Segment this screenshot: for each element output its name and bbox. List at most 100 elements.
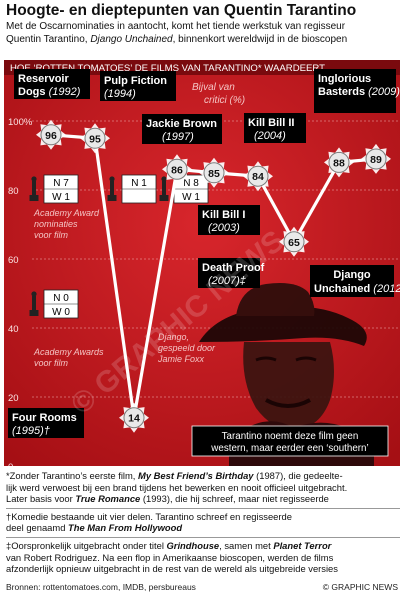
intro-line2-post: , binnenkort wereldwijd in de bioscopen xyxy=(172,33,348,45)
fn3-d: Planet Terror xyxy=(273,539,332,551)
oscar-nominations: N 8 xyxy=(183,178,199,189)
film-name: Inglorious xyxy=(318,73,371,85)
chart-svg: HOE ‘ROTTEN TOMATOES’ DE FILMS VAN TARAN… xyxy=(4,60,400,466)
intro-text: Met de Oscarnominaties in aantocht, komt… xyxy=(6,21,400,46)
django-caption-1: Django, xyxy=(158,332,189,342)
django-illustration xyxy=(199,283,374,466)
film-name: Kill Bill II xyxy=(248,117,294,129)
data-label: 14 xyxy=(128,413,140,425)
data-point xyxy=(123,407,145,429)
django-caption-3: Jamie Foxx xyxy=(157,354,205,364)
intro-line2-pre: Quentin Tarantino, xyxy=(6,33,91,45)
film-name-2: Dogs (1992) xyxy=(18,86,81,98)
chart-panel: HOE ‘ROTTEN TOMATOES’ DE FILMS VAN TARAN… xyxy=(4,60,400,466)
film-label-box xyxy=(142,114,222,144)
oscar-statuette-icon xyxy=(29,291,39,316)
django-caption-2: gespeeld door xyxy=(158,343,216,353)
y-tick-label: 60 xyxy=(8,255,19,266)
data-points: 96 95 14 86 85 84 65 88 89 xyxy=(36,119,391,433)
oscar-statuette-icon xyxy=(107,176,117,201)
nominations-caption-2: nominaties xyxy=(34,219,78,229)
oscar-statuette-icon xyxy=(29,176,39,201)
film-year: (2012) xyxy=(373,283,400,295)
data-point xyxy=(328,151,350,173)
film-year: (2004) xyxy=(254,130,286,142)
y-ticks: 0 20 40 60 80 100% xyxy=(8,117,33,466)
film-label-box xyxy=(100,71,176,101)
quote-line1: Tarantino noemt deze film geen xyxy=(222,431,359,442)
film-name-2: Basterds (2009) xyxy=(318,86,400,98)
fn2-b: deel genaamd xyxy=(6,522,69,534)
film-name: Death Proof xyxy=(202,262,265,274)
y-axis-label-line1: Bijval van xyxy=(192,82,235,93)
fn1-a: *Zonder Tarantino’s eerste film, xyxy=(6,470,139,481)
divider xyxy=(6,536,400,538)
footnote-2: †Komedie bestaande uit vier delen. Taran… xyxy=(6,511,400,534)
film-year: (1994) xyxy=(104,88,136,100)
film-label-box xyxy=(198,205,260,235)
film-year: (1992) xyxy=(49,86,81,98)
data-label: 95 xyxy=(89,133,101,145)
data-point xyxy=(40,124,62,146)
oscar-nominations: N 1 xyxy=(131,178,147,189)
film-year: (2007)‡ xyxy=(208,275,246,287)
data-point xyxy=(84,127,106,149)
film-label-box xyxy=(8,408,84,438)
film-label-box xyxy=(198,258,260,288)
oscar-wins: W 1 xyxy=(52,192,70,203)
data-point xyxy=(203,162,225,184)
fn1-e: True Romance xyxy=(75,493,141,505)
footnote-1: *Zonder Tarantino’s eerste film, My Best… xyxy=(6,470,400,505)
data-point xyxy=(365,148,387,170)
credit: © GRAPHIC NEWS xyxy=(322,582,398,592)
film-name: Four Rooms xyxy=(12,412,77,424)
film-year: (2003) xyxy=(208,222,240,234)
data-label: 85 xyxy=(208,168,220,180)
y-tick-label: 20 xyxy=(8,393,19,404)
page-title: Hoogte- en dieptepunten van Quentin Tara… xyxy=(6,2,357,19)
film-name: Jackie Brown xyxy=(146,118,217,130)
sources: Bronnen: rottentomatoes.com, IMDB, persb… xyxy=(6,582,196,592)
film-name: Pulp Fiction xyxy=(104,75,167,87)
data-point xyxy=(283,231,305,253)
data-label: 84 xyxy=(252,171,264,183)
film-name: Reservoir xyxy=(18,73,69,85)
film-name: Kill Bill I xyxy=(202,209,245,221)
quote-line2: western, maar eerder een ‘southern’ xyxy=(210,443,368,454)
fn1-b: My Best Friend’s Birthday xyxy=(138,470,254,481)
fn1-c: (1987), die gedeelte- xyxy=(253,470,343,481)
oscar-markers: N 7 W 1 N 1 N 8 W 1 N 0 W 0 xyxy=(29,174,209,319)
data-label: 86 xyxy=(171,164,183,176)
nominations-caption-1: Academy Award xyxy=(33,208,100,218)
chart-title: HOE ‘ROTTEN TOMATOES’ DE FILMS VAN TARAN… xyxy=(10,63,325,74)
film-label-box xyxy=(310,265,394,297)
data-label: 89 xyxy=(370,154,382,166)
fn3-a: ‡Oorspronkelijk uitgebracht onder titel xyxy=(6,539,167,551)
film-label-box xyxy=(244,113,306,143)
data-point xyxy=(166,158,188,180)
film-label-box xyxy=(314,69,396,113)
film-label-box xyxy=(14,69,90,99)
footnote-3: ‡Oorspronkelijk uitgebracht onder titel … xyxy=(6,540,400,575)
film-year: (2009) xyxy=(368,86,400,98)
oscar-wins: W 0 xyxy=(52,307,70,318)
fn1-d: Later basis voor xyxy=(6,493,76,505)
y-tick-label: 80 xyxy=(8,186,19,197)
y-axis-label-line2: critici (%) xyxy=(204,95,245,106)
film-year: (1997) xyxy=(162,131,194,143)
data-label: 96 xyxy=(45,130,57,142)
fn2-a: †Komedie bestaande uit vier delen. Taran… xyxy=(6,510,292,522)
fn1-f: (1993), die hij schreef, maar niet regis… xyxy=(140,493,329,505)
film-year: (1995)† xyxy=(12,425,50,437)
data-label: 88 xyxy=(333,157,345,169)
y-tick-label: 0 xyxy=(8,462,13,466)
oscar-nominations: N 7 xyxy=(53,178,69,189)
intro-line2-italic: Django Unchained xyxy=(90,33,173,45)
data-label: 65 xyxy=(288,237,300,249)
fn2-c: The Man From Hollywood xyxy=(68,522,183,534)
awards-caption-1: Academy Awards xyxy=(33,347,104,357)
y-tick-label: 100% xyxy=(8,117,33,128)
film-name-2: Unchained (2012) xyxy=(314,283,400,295)
oscar-nominations: N 0 xyxy=(53,293,69,304)
